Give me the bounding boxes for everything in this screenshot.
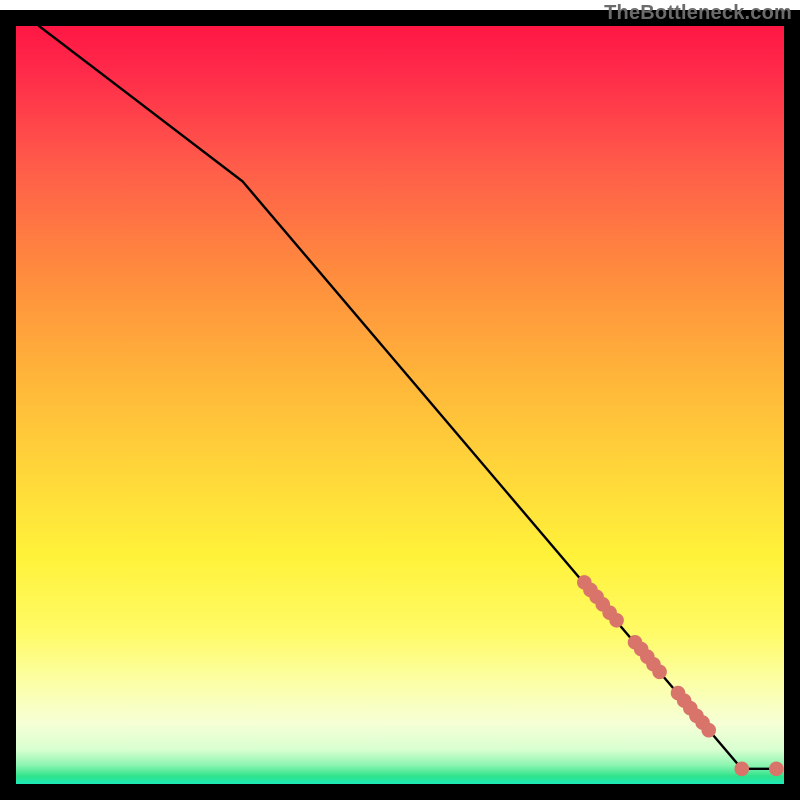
chart-svg [0, 0, 800, 800]
watermark-text: TheBottleneck.com [604, 2, 792, 25]
scatter-point [735, 762, 749, 776]
scatter-point [653, 665, 667, 679]
scatter-point [702, 723, 716, 737]
scatter-point [770, 762, 784, 776]
chart-root: TheBottleneck.com [0, 0, 800, 800]
scatter-point [610, 613, 624, 627]
plot-background [16, 26, 784, 784]
